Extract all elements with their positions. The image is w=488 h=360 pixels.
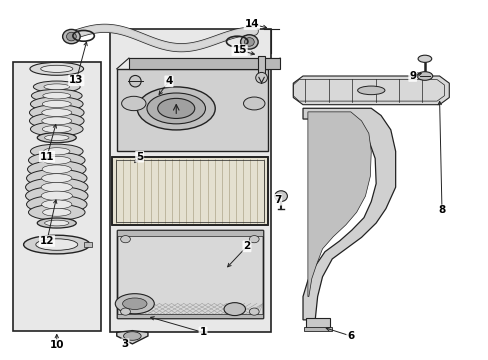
Text: 6: 6 [346,331,354,341]
Ellipse shape [416,72,432,80]
Ellipse shape [43,93,71,99]
Ellipse shape [23,235,90,254]
Ellipse shape [240,35,258,49]
Ellipse shape [66,32,76,41]
Polygon shape [303,108,395,320]
Ellipse shape [129,76,141,87]
Polygon shape [307,112,370,297]
Bar [116,159,264,222]
Text: 7: 7 [273,195,281,205]
Ellipse shape [249,235,259,243]
Ellipse shape [25,186,88,205]
Ellipse shape [44,84,69,90]
Ellipse shape [44,220,69,226]
Ellipse shape [30,122,83,136]
Ellipse shape [255,72,267,83]
Ellipse shape [249,308,259,315]
Ellipse shape [41,183,72,192]
Bar [13,62,101,330]
Bar [83,242,92,247]
Ellipse shape [43,148,70,155]
Ellipse shape [41,200,72,209]
Bar [117,230,263,318]
Bar [129,58,280,69]
Ellipse shape [33,81,80,93]
Ellipse shape [27,161,86,178]
Ellipse shape [30,62,83,75]
Ellipse shape [26,195,87,213]
Ellipse shape [42,156,71,164]
Ellipse shape [62,30,80,44]
Ellipse shape [417,55,431,62]
Text: 14: 14 [244,19,259,29]
Text: 10: 10 [49,340,64,350]
Ellipse shape [30,144,83,158]
Text: 9: 9 [408,71,415,81]
Text: 5: 5 [136,152,143,162]
Text: 15: 15 [232,45,246,55]
Ellipse shape [41,174,72,183]
Bar [258,56,265,76]
Ellipse shape [121,308,130,315]
Text: 4: 4 [165,76,172,86]
Ellipse shape [41,191,72,201]
Ellipse shape [137,87,215,130]
Ellipse shape [357,86,384,95]
Text: 2: 2 [243,241,250,251]
Ellipse shape [26,169,87,187]
Text: 3: 3 [121,339,128,349]
Ellipse shape [224,303,245,316]
Ellipse shape [41,117,72,125]
Ellipse shape [28,152,85,168]
Text: 12: 12 [40,236,54,246]
Ellipse shape [41,109,72,117]
Ellipse shape [37,218,76,228]
Ellipse shape [42,165,71,174]
Ellipse shape [44,135,69,140]
Ellipse shape [42,126,71,133]
Bar [117,230,263,318]
Polygon shape [117,330,148,344]
Text: 8: 8 [437,206,445,216]
Ellipse shape [121,235,130,243]
Bar [112,157,267,225]
Bar [305,318,330,329]
Ellipse shape [122,96,146,111]
Ellipse shape [36,239,78,250]
Text: 11: 11 [40,152,54,162]
Text: 13: 13 [69,75,83,85]
Ellipse shape [244,38,254,46]
Bar [117,315,263,318]
Bar [304,327,331,330]
Ellipse shape [147,93,205,124]
Ellipse shape [42,100,71,108]
Ellipse shape [28,204,85,220]
Ellipse shape [115,294,154,314]
Ellipse shape [243,97,264,110]
Ellipse shape [122,298,147,310]
Ellipse shape [29,105,84,121]
Ellipse shape [30,97,83,111]
Ellipse shape [25,178,88,197]
Bar [112,157,267,225]
Bar [117,230,263,235]
Text: 1: 1 [199,327,206,337]
Ellipse shape [123,332,141,340]
Ellipse shape [31,89,82,102]
Ellipse shape [42,208,71,216]
Polygon shape [293,76,448,105]
Ellipse shape [41,65,73,72]
Ellipse shape [158,98,194,118]
Ellipse shape [29,113,84,129]
Ellipse shape [274,191,287,202]
Ellipse shape [37,133,76,143]
Bar [117,69,267,151]
Bar [110,30,271,332]
